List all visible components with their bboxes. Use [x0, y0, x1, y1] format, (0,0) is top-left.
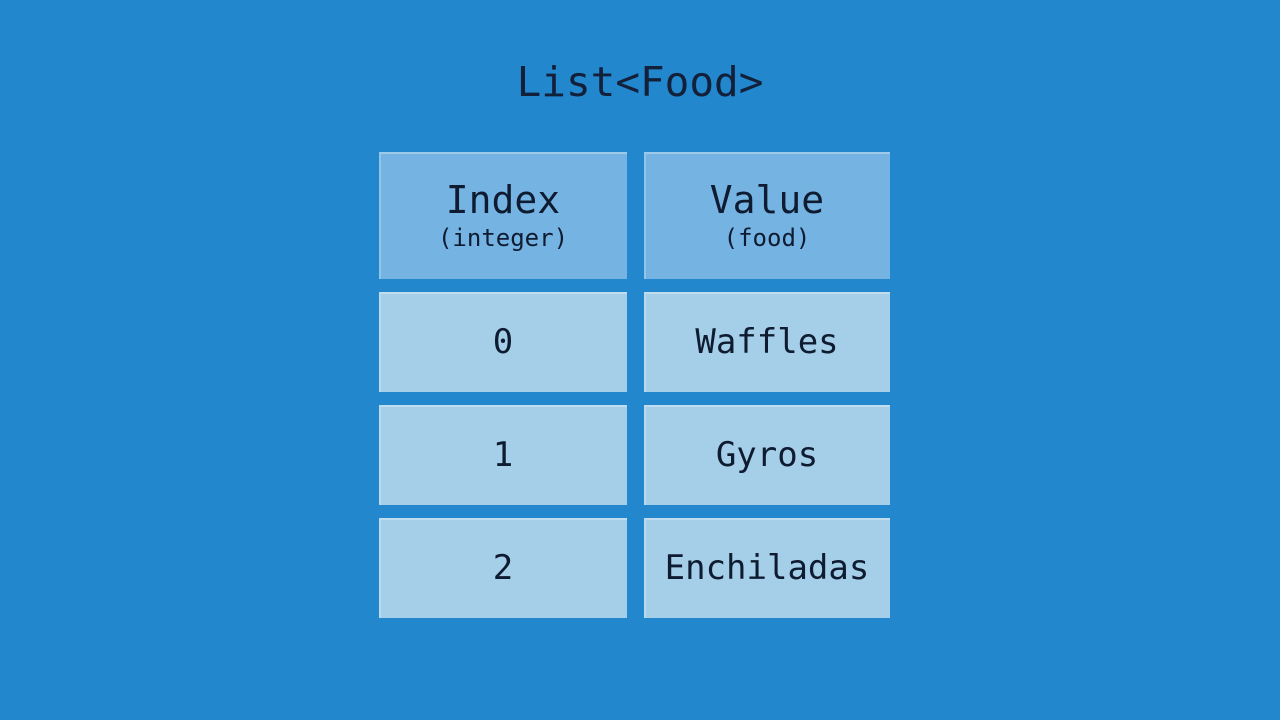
table-row: 2 Enchiladas	[379, 518, 890, 618]
cell-index-2: 2	[379, 518, 627, 618]
cell-value-text-2: Enchiladas	[664, 548, 870, 588]
cell-index-text-1: 1	[492, 435, 514, 475]
cell-value-text-1: Gyros	[715, 435, 819, 475]
cell-value-1: Gyros	[644, 405, 890, 505]
header-label-index: Index	[445, 178, 561, 222]
header-label-value: Value	[709, 178, 825, 222]
header-sublabel-value: (food)	[723, 224, 811, 252]
cell-value-text-0: Waffles	[695, 322, 839, 362]
cell-index-1: 1	[379, 405, 627, 505]
list-table: Index (integer) Value (food) 0 Waffles 1…	[379, 152, 890, 618]
header-cell-value: Value (food)	[644, 152, 890, 279]
cell-index-text-2: 2	[492, 548, 514, 588]
header-sublabel-index: (integer)	[437, 224, 569, 252]
cell-index-text-0: 0	[492, 322, 514, 362]
header-cell-index: Index (integer)	[379, 152, 627, 279]
page-title: List<Food>	[516, 58, 764, 106]
cell-value-0: Waffles	[644, 292, 890, 392]
table-header-row: Index (integer) Value (food)	[379, 152, 890, 279]
cell-index-0: 0	[379, 292, 627, 392]
table-row: 1 Gyros	[379, 405, 890, 505]
cell-value-2: Enchiladas	[644, 518, 890, 618]
table-row: 0 Waffles	[379, 292, 890, 392]
